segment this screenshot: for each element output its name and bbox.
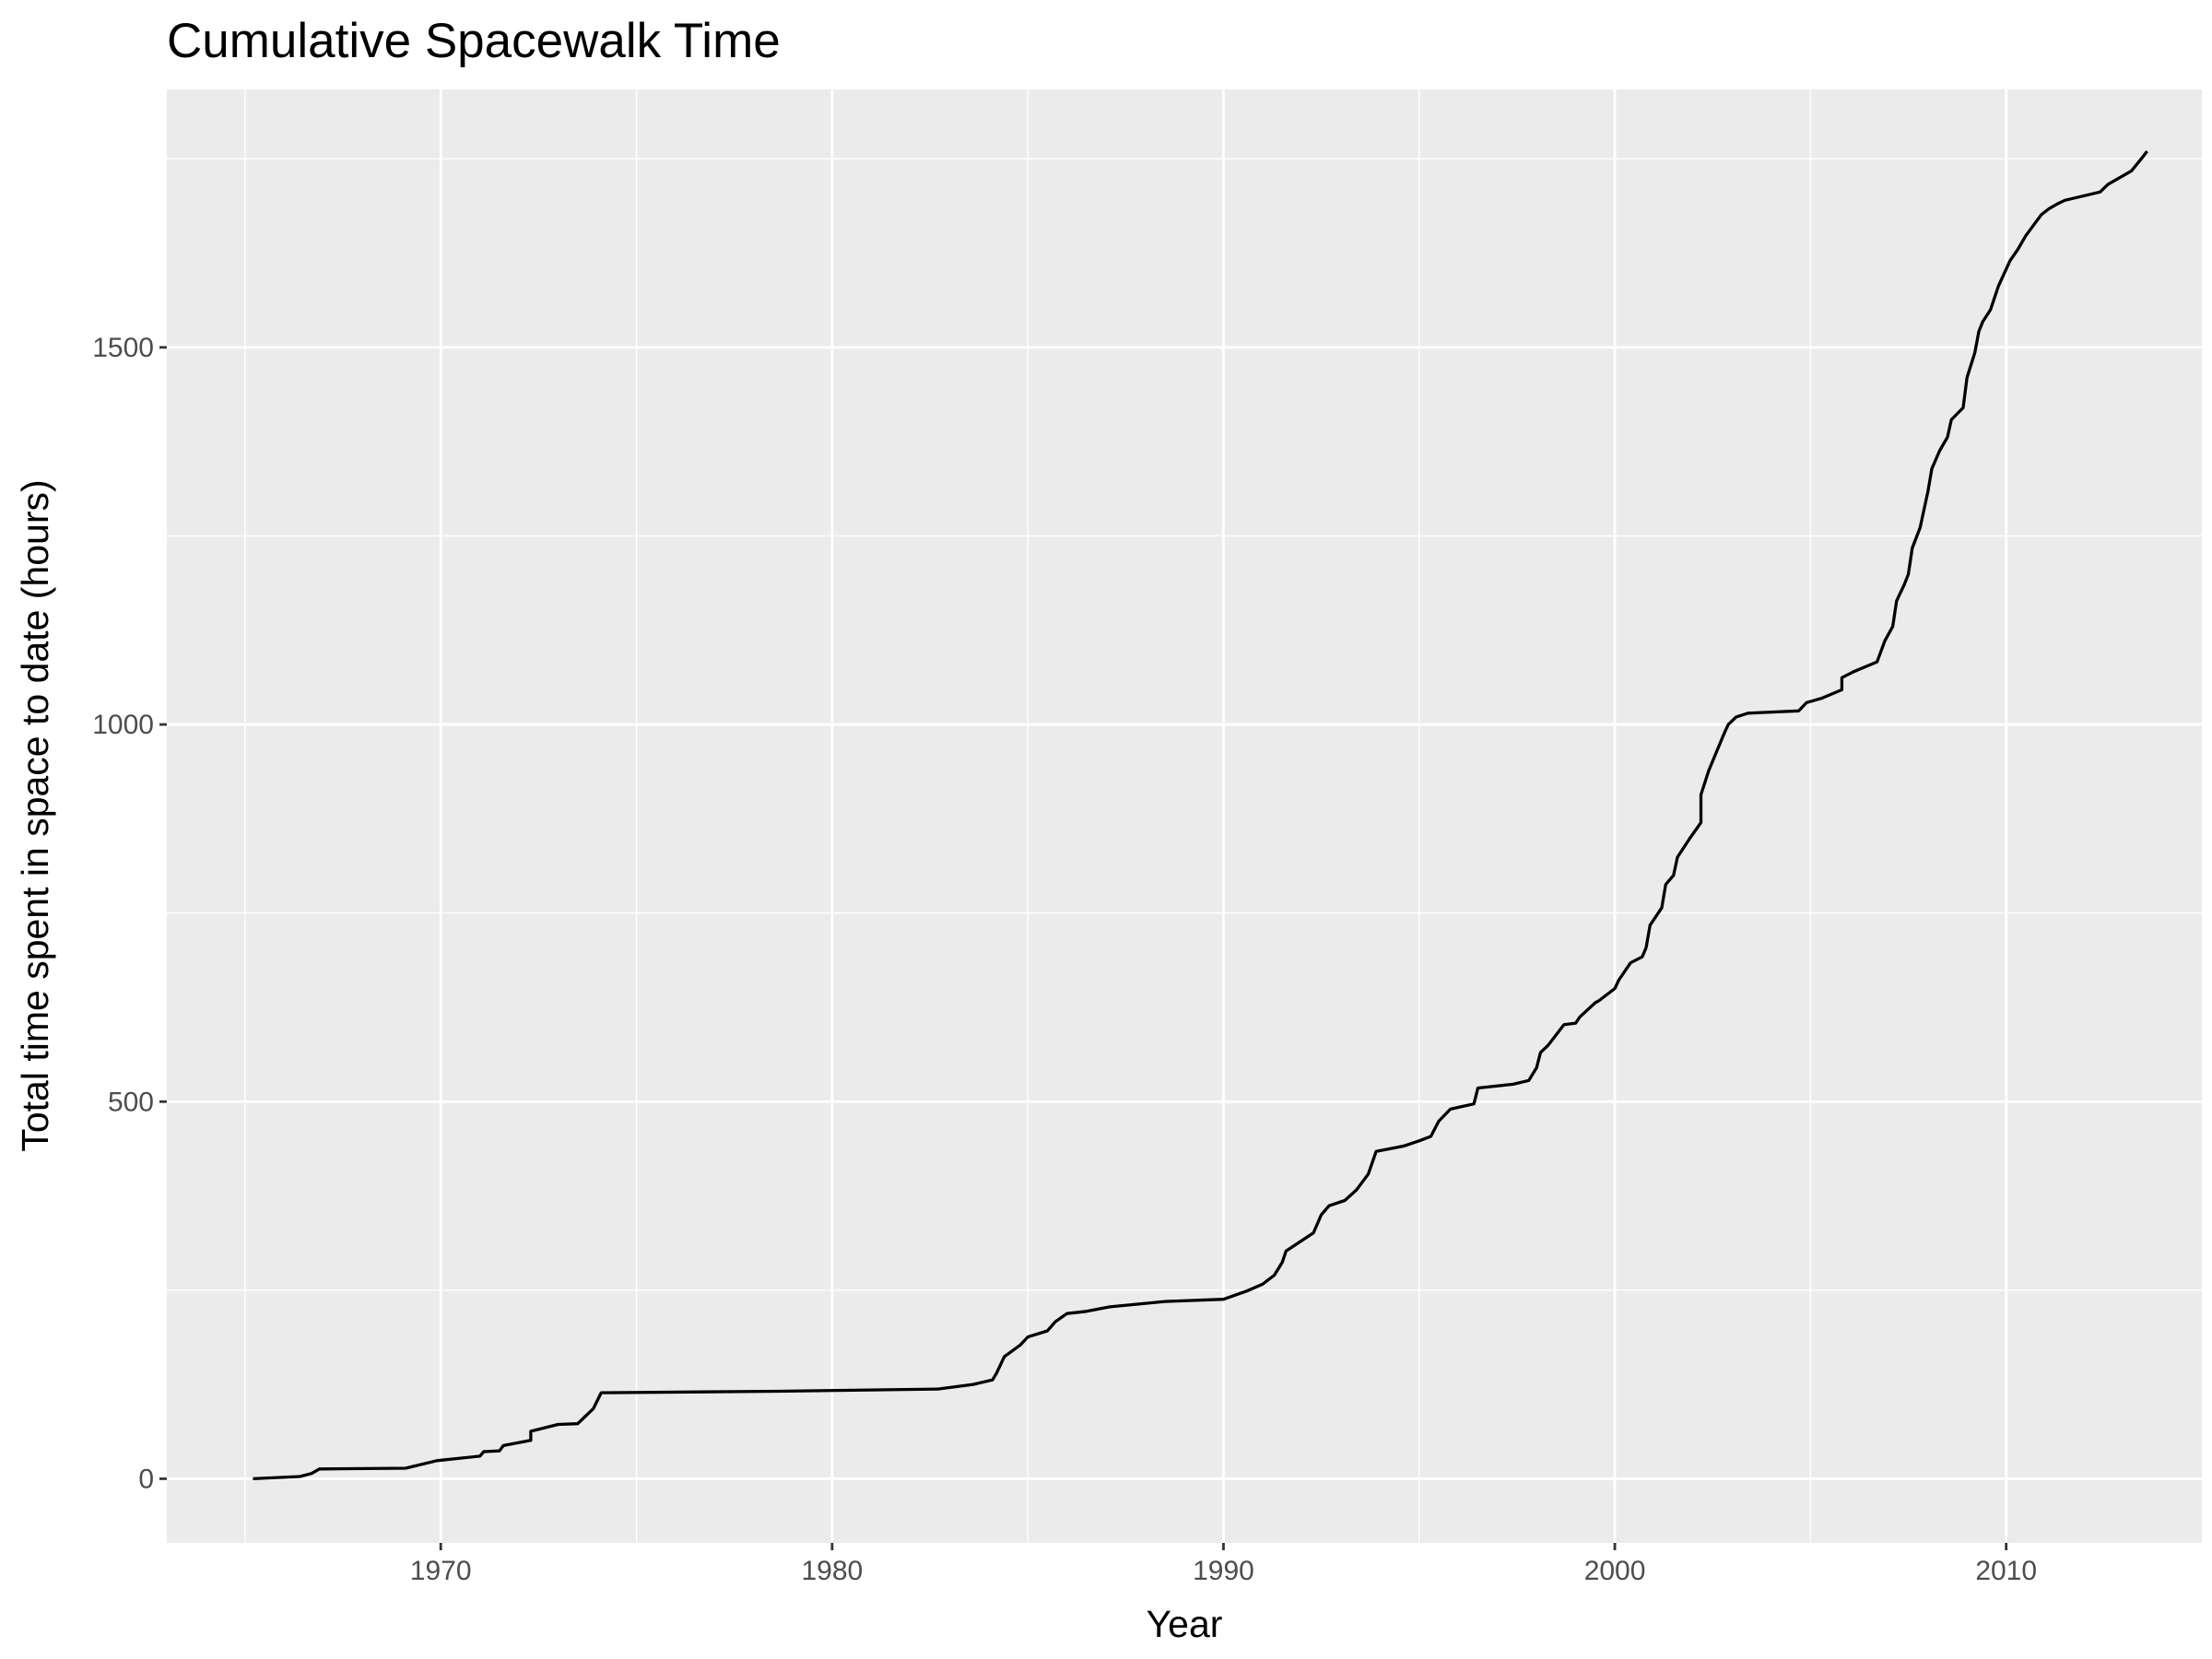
x-tick-label: 2000: [1584, 1556, 1646, 1586]
x-tick-label: 2010: [1975, 1556, 2037, 1586]
y-tick-label: 500: [108, 1087, 154, 1117]
x-tick-label: 1980: [801, 1556, 863, 1586]
chart-title: Cumulative Spacewalk Time: [167, 14, 781, 68]
y-tick-label: 1500: [92, 333, 154, 363]
panel-background: [167, 89, 2202, 1543]
y-axis: 0 500 1000 1500: [92, 333, 167, 1494]
y-tick-label: 1000: [92, 710, 154, 740]
y-axis-title: Total time spent in space to date (hours…: [14, 479, 56, 1151]
cumulative-spacewalk-line: [253, 150, 2148, 1481]
y-tick-label: 0: [138, 1464, 154, 1494]
major-grid: [167, 89, 2202, 1543]
x-axis: 1970 1980 1990 2000 2010: [410, 1543, 2037, 1586]
x-axis-title: Year: [1147, 1603, 1223, 1645]
x-tick-label: 1970: [410, 1556, 472, 1586]
minor-grid: [167, 89, 2202, 1543]
x-tick-label: 1990: [1193, 1556, 1254, 1586]
